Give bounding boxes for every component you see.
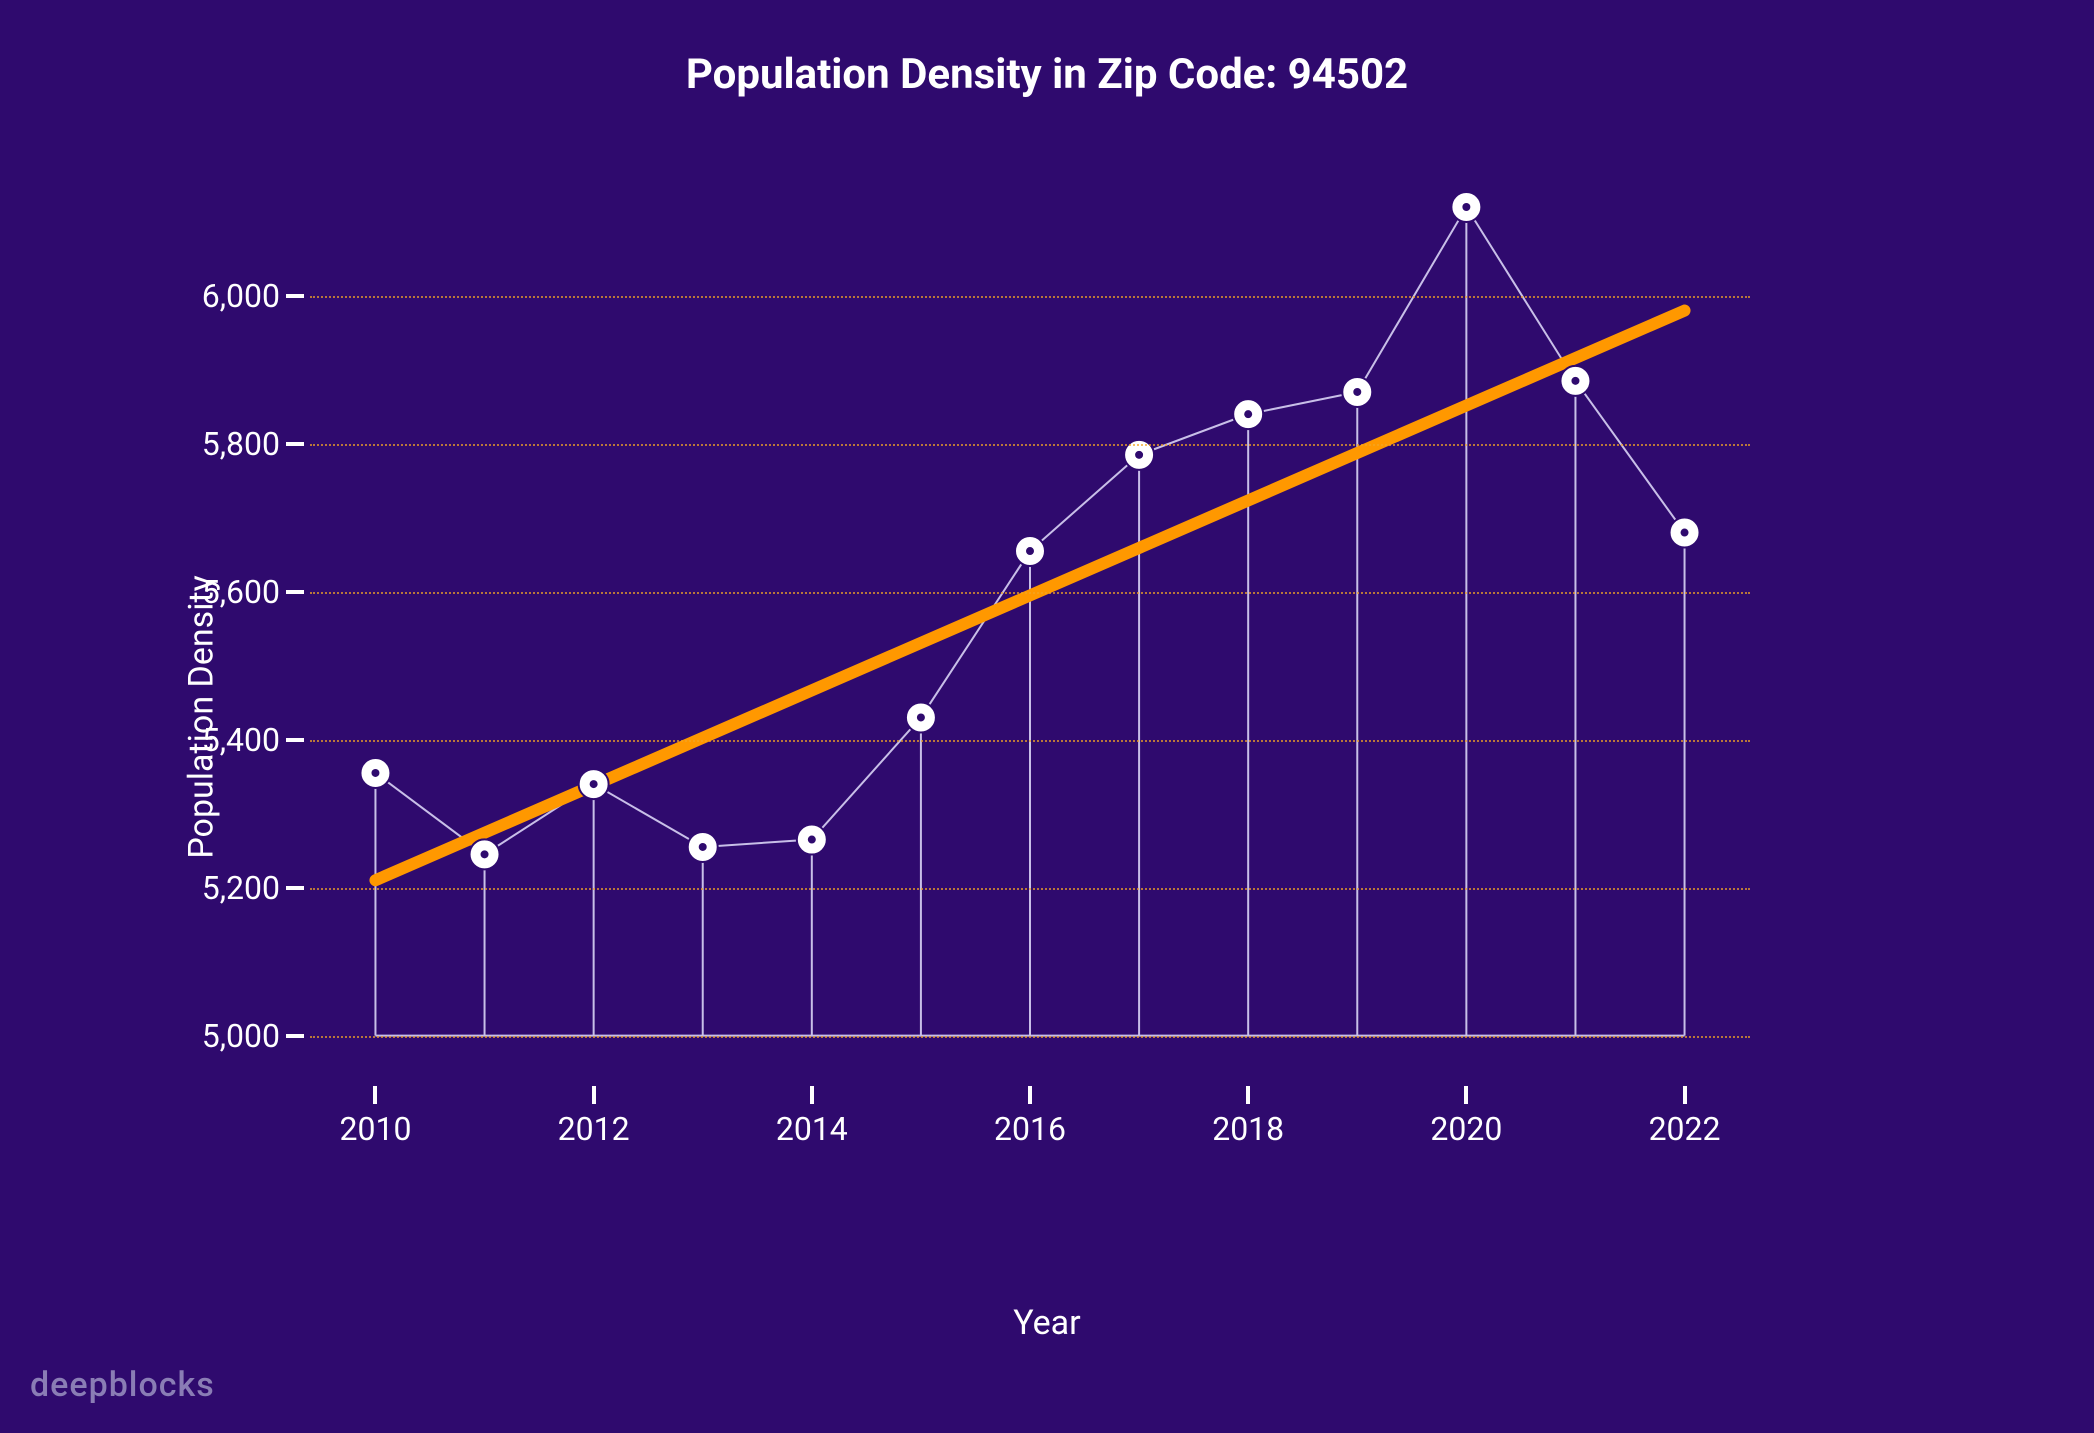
x-tick-mark <box>1464 1086 1468 1104</box>
x-tick-label: 2022 <box>1649 1110 1721 1148</box>
x-tick-label: 2010 <box>339 1110 411 1148</box>
x-tick-label: 2014 <box>776 1110 848 1148</box>
data-marker-dot <box>699 843 707 851</box>
x-tick-mark <box>1028 1086 1032 1104</box>
x-axis-label: Year <box>0 1303 2094 1343</box>
x-tick-mark <box>373 1086 377 1104</box>
x-tick-label: 2020 <box>1430 1110 1502 1148</box>
y-tick-mark <box>286 886 304 890</box>
watermark: deepblocks <box>30 1365 215 1405</box>
gridline <box>310 444 1750 446</box>
y-tick-label: 5,000 <box>202 1017 280 1055</box>
gridline <box>310 888 1750 890</box>
x-tick-mark <box>592 1086 596 1104</box>
data-marker-dot <box>1462 203 1470 211</box>
y-tick-mark <box>286 590 304 594</box>
x-tick-label: 2016 <box>994 1110 1066 1148</box>
data-marker-dot <box>481 850 489 858</box>
data-marker-dot <box>1135 451 1143 459</box>
gridline <box>310 592 1750 594</box>
data-marker-dot <box>808 836 816 844</box>
chart-svg <box>310 170 1750 1080</box>
gridline <box>310 740 1750 742</box>
x-tick-mark <box>1683 1086 1687 1104</box>
data-marker-dot <box>917 713 925 721</box>
data-marker-dot <box>371 769 379 777</box>
plot-area: 5,0005,2005,4005,6005,8006,0002010201220… <box>310 170 1750 1080</box>
y-axis-label: Population Density <box>182 575 222 858</box>
y-tick-label: 6,000 <box>202 277 280 315</box>
y-tick-label: 5,400 <box>202 721 280 759</box>
gridline <box>310 1036 1750 1038</box>
x-tick-mark <box>1246 1086 1250 1104</box>
y-tick-label: 5,600 <box>202 573 280 611</box>
data-marker-dot <box>1571 377 1579 385</box>
x-tick-mark <box>810 1086 814 1104</box>
y-tick-mark <box>286 738 304 742</box>
data-marker-dot <box>590 780 598 788</box>
x-tick-label: 2018 <box>1212 1110 1284 1148</box>
y-tick-label: 5,800 <box>202 425 280 463</box>
y-tick-mark <box>286 1034 304 1038</box>
y-tick-label: 5,200 <box>202 869 280 907</box>
data-marker-dot <box>1681 529 1689 537</box>
data-marker-dot <box>1244 410 1252 418</box>
chart-title: Population Density in Zip Code: 94502 <box>0 50 2094 99</box>
y-tick-mark <box>286 442 304 446</box>
data-marker-dot <box>1353 388 1361 396</box>
data-marker-dot <box>1026 547 1034 555</box>
x-tick-label: 2012 <box>558 1110 630 1148</box>
y-tick-mark <box>286 294 304 298</box>
gridline <box>310 296 1750 298</box>
